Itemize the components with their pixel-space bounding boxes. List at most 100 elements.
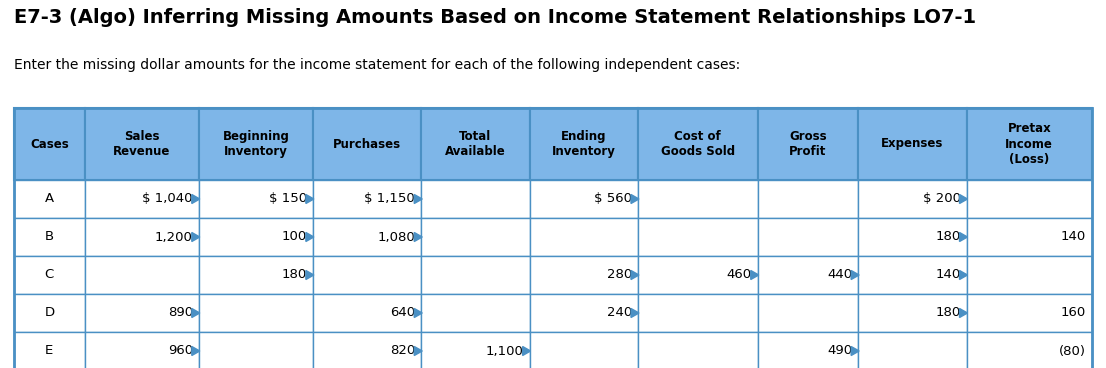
Bar xyxy=(85,218,199,256)
Bar xyxy=(858,108,967,180)
Polygon shape xyxy=(415,308,422,318)
Polygon shape xyxy=(632,270,639,280)
Bar xyxy=(313,332,421,368)
Text: A: A xyxy=(45,192,54,205)
Polygon shape xyxy=(960,233,968,241)
Polygon shape xyxy=(306,233,314,241)
Text: 160: 160 xyxy=(1061,307,1086,319)
Polygon shape xyxy=(415,233,422,241)
Text: 820: 820 xyxy=(390,344,415,357)
Text: Expenses: Expenses xyxy=(881,138,943,151)
Text: 460: 460 xyxy=(727,269,752,282)
Polygon shape xyxy=(852,347,859,355)
Text: Cases: Cases xyxy=(30,138,69,151)
Bar xyxy=(14,256,85,294)
Text: (80): (80) xyxy=(1060,344,1086,357)
Bar xyxy=(758,294,858,332)
Bar xyxy=(85,256,199,294)
Bar xyxy=(199,108,313,180)
Bar xyxy=(530,332,638,368)
Text: Beginning
Inventory: Beginning Inventory xyxy=(222,130,290,158)
Text: $ 200: $ 200 xyxy=(922,192,960,205)
Bar xyxy=(85,108,199,180)
Polygon shape xyxy=(191,308,200,318)
Text: Cost of
Goods Sold: Cost of Goods Sold xyxy=(660,130,734,158)
Text: 140: 140 xyxy=(936,269,960,282)
Bar xyxy=(638,256,758,294)
Polygon shape xyxy=(960,308,968,318)
Bar xyxy=(14,332,85,368)
Bar xyxy=(199,332,313,368)
Bar xyxy=(967,218,1092,256)
Polygon shape xyxy=(960,270,968,280)
Bar xyxy=(967,294,1092,332)
Bar xyxy=(199,218,313,256)
Text: D: D xyxy=(44,307,54,319)
Bar xyxy=(758,256,858,294)
Text: $ 1,150: $ 1,150 xyxy=(365,192,415,205)
Bar xyxy=(14,218,85,256)
Text: Pretax
Income
(Loss): Pretax Income (Loss) xyxy=(1005,123,1053,166)
Text: 180: 180 xyxy=(936,307,960,319)
Bar xyxy=(530,218,638,256)
Bar xyxy=(530,256,638,294)
Polygon shape xyxy=(415,347,422,355)
Text: 180: 180 xyxy=(282,269,306,282)
Polygon shape xyxy=(632,308,639,318)
Bar xyxy=(638,108,758,180)
Bar xyxy=(14,180,85,218)
Bar xyxy=(758,218,858,256)
Text: $ 1,040: $ 1,040 xyxy=(143,192,192,205)
Text: Enter the missing dollar amounts for the income statement for each of the follow: Enter the missing dollar amounts for the… xyxy=(14,58,740,72)
Text: E: E xyxy=(45,344,53,357)
Bar xyxy=(967,332,1092,368)
Text: 180: 180 xyxy=(936,230,960,244)
Bar xyxy=(421,294,530,332)
Text: 640: 640 xyxy=(390,307,415,319)
Bar xyxy=(530,294,638,332)
Bar xyxy=(530,108,638,180)
Bar xyxy=(858,332,967,368)
Bar xyxy=(313,180,421,218)
Bar xyxy=(85,180,199,218)
Text: C: C xyxy=(44,269,54,282)
Bar xyxy=(199,256,313,294)
Bar xyxy=(199,294,313,332)
Bar xyxy=(85,294,199,332)
Bar xyxy=(14,108,85,180)
Bar xyxy=(313,218,421,256)
Text: 280: 280 xyxy=(607,269,632,282)
Text: 960: 960 xyxy=(168,344,192,357)
Bar xyxy=(758,108,858,180)
Bar xyxy=(638,180,758,218)
Bar xyxy=(967,180,1092,218)
Text: B: B xyxy=(45,230,54,244)
Polygon shape xyxy=(523,347,531,355)
Polygon shape xyxy=(191,233,200,241)
Bar xyxy=(638,332,758,368)
Bar xyxy=(313,256,421,294)
Text: Ending
Inventory: Ending Inventory xyxy=(552,130,616,158)
Text: Sales
Revenue: Sales Revenue xyxy=(113,130,170,158)
Text: E7-3 (Algo) Inferring Missing Amounts Based on Income Statement Relationships LO: E7-3 (Algo) Inferring Missing Amounts Ba… xyxy=(14,8,977,27)
Polygon shape xyxy=(306,195,314,204)
Text: $ 560: $ 560 xyxy=(594,192,632,205)
Bar xyxy=(858,256,967,294)
Bar xyxy=(421,108,530,180)
Text: 100: 100 xyxy=(282,230,306,244)
Bar xyxy=(313,294,421,332)
Polygon shape xyxy=(960,195,968,204)
Polygon shape xyxy=(415,195,422,204)
Text: 490: 490 xyxy=(827,344,852,357)
Bar xyxy=(967,256,1092,294)
Polygon shape xyxy=(191,347,200,355)
Bar xyxy=(421,332,530,368)
Text: Gross
Profit: Gross Profit xyxy=(790,130,827,158)
Text: 440: 440 xyxy=(827,269,852,282)
Bar xyxy=(758,332,858,368)
Bar xyxy=(858,294,967,332)
Text: 1,080: 1,080 xyxy=(377,230,415,244)
Polygon shape xyxy=(751,270,759,280)
Bar xyxy=(199,180,313,218)
Polygon shape xyxy=(191,195,200,204)
